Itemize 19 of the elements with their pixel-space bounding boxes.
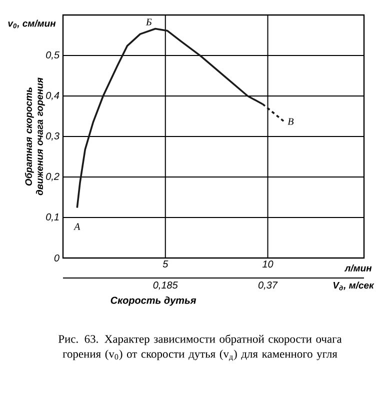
x-tick-label: 10: [262, 260, 274, 268]
annotation: А: [74, 223, 80, 230]
annotation: Б: [146, 18, 152, 26]
y-tick-label: 0,4: [46, 92, 60, 100]
x2-tick-label: 0,37: [258, 282, 278, 290]
text: v$_{0}$, см/мин: [8, 20, 56, 28]
x-axis-title: Скорость дутья: [110, 296, 196, 306]
text: л/мин: [344, 264, 372, 272]
y-tick-label: 0,2: [46, 172, 60, 182]
text: V$_{д}$, м/сек: [333, 282, 374, 290]
x-tick-label: 5: [162, 260, 168, 268]
y-tick-label: 0,3: [46, 132, 60, 141]
y-axis-title: Обратная скорость движения очага горения: [24, 78, 45, 196]
y-tick-label: 0,5: [46, 51, 60, 60]
y-tick-label: 0: [54, 254, 60, 262]
x2-tick-label: 0,185: [153, 282, 178, 290]
text: Рис. 63. Характер зависимости обратной скорости очага горения (v$_{0}$) от скорости дутья (v$_{д}$) для каменного угля: [58, 334, 342, 362]
annotation: В: [288, 118, 294, 125]
y-tick-label: 0,1: [46, 213, 59, 222]
